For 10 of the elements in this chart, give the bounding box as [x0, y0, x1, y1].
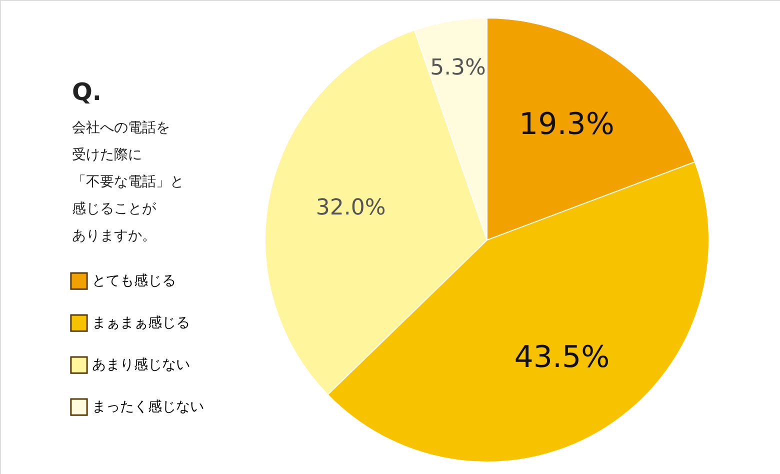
- text: 会社への電話を受けた際に「不要な電話」と感じることがありますか。: [72, 120, 184, 244]
- legend-label: まぁまぁ感じる: [92, 315, 190, 331]
- data-label: 5.3%: [430, 55, 486, 80]
- legend-label: とても感じる: [92, 273, 176, 289]
- legend-label: まったく感じない: [92, 399, 204, 415]
- data-label: 32.0%: [316, 196, 386, 221]
- data-label: 19.3%: [519, 106, 614, 142]
- text: Q.: [72, 78, 102, 106]
- data-label: 43.5%: [514, 340, 610, 376]
- legend-label: あまり感じない: [92, 357, 190, 373]
